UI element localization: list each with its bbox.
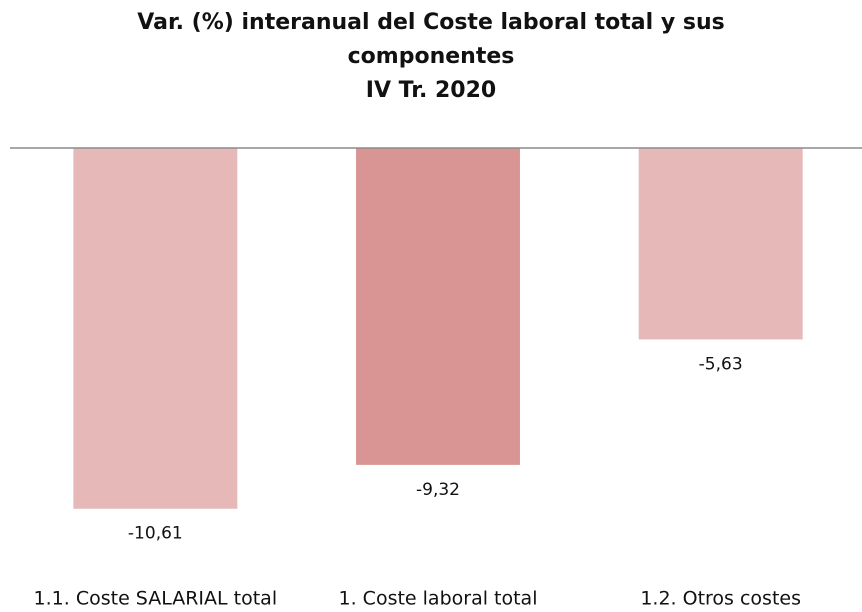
data-label: -9,32 — [416, 480, 460, 500]
x-tick-label: 1.2. Otros costes — [640, 588, 801, 610]
data-label: -5,63 — [699, 354, 743, 374]
title-block: Var. (%) interanual del Coste laboral to… — [91, 6, 771, 108]
bar — [73, 148, 238, 509]
data-label: -10,61 — [128, 524, 183, 544]
chart-subtitle: IV Tr. 2020 — [365, 78, 497, 103]
bar — [356, 148, 520, 465]
x-tick-label: 1.1. Coste SALARIAL total — [34, 588, 278, 610]
chart-title: Var. (%) interanual del Coste laboral to… — [137, 10, 725, 69]
x-tick-label: 1. Coste laboral total — [339, 588, 538, 610]
bar — [638, 148, 803, 340]
